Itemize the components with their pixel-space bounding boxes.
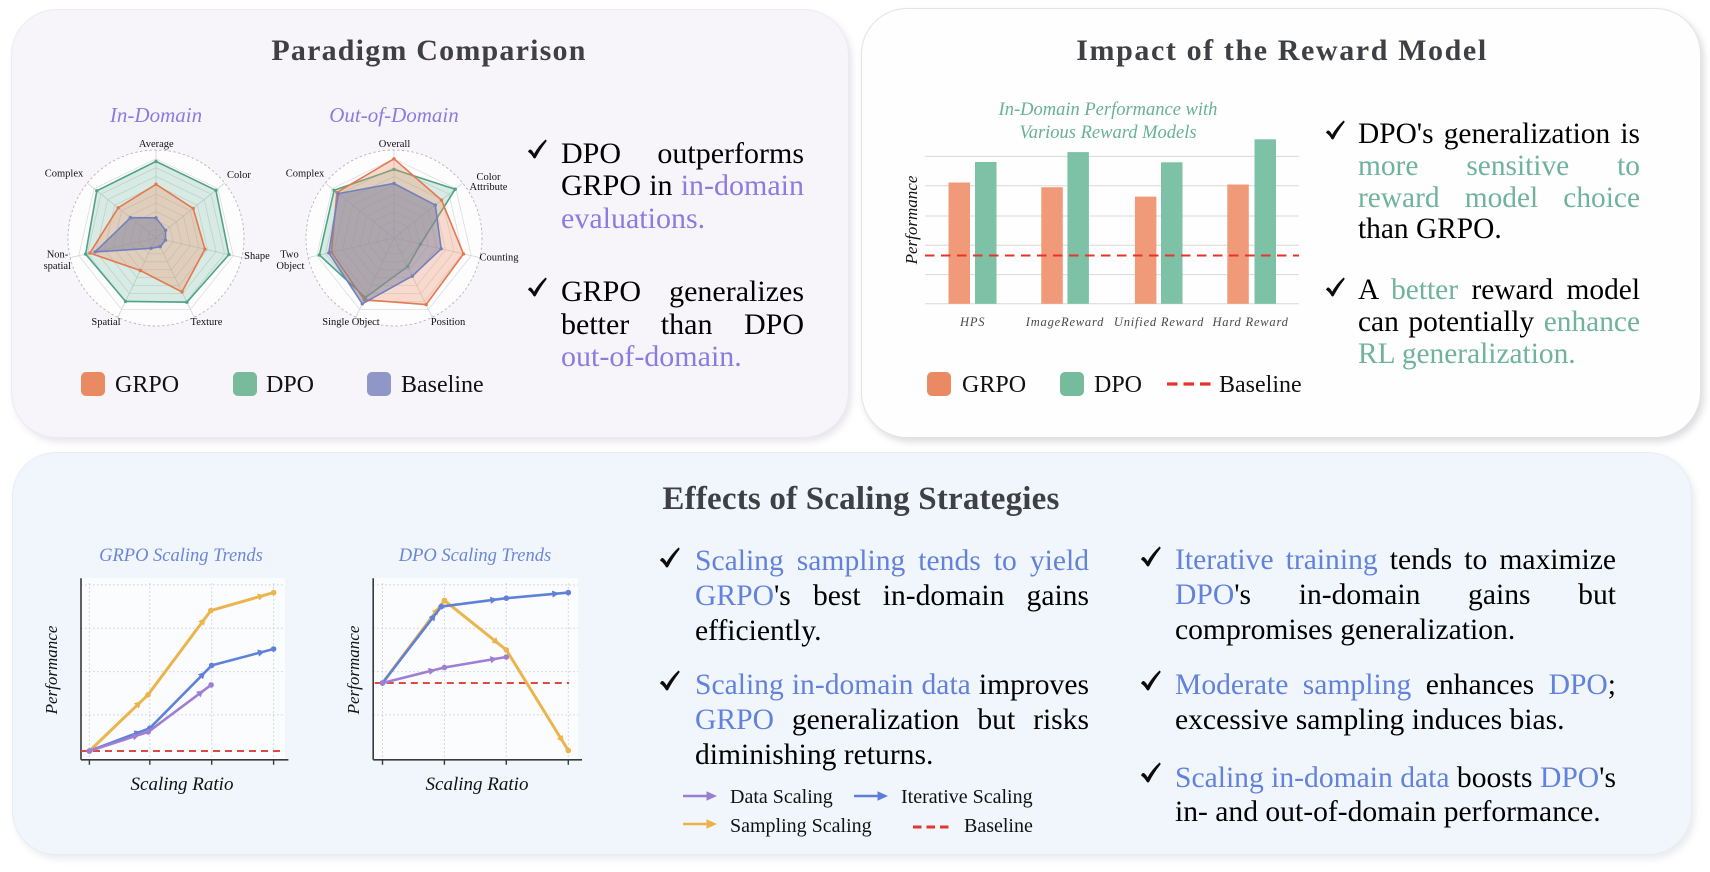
svg-text:Non-: Non- bbox=[47, 249, 69, 260]
svg-text:Position: Position bbox=[431, 317, 466, 328]
svg-text:Object: Object bbox=[276, 261, 304, 272]
svg-text:Counting: Counting bbox=[479, 253, 519, 264]
svg-text:Shape: Shape bbox=[244, 251, 270, 262]
svg-text:Color: Color bbox=[227, 170, 251, 181]
svg-text:Color: Color bbox=[477, 172, 501, 183]
svg-text:Attribute: Attribute bbox=[470, 182, 508, 193]
svg-text:Single Object: Single Object bbox=[322, 317, 380, 328]
svg-text:Overall: Overall bbox=[379, 139, 411, 150]
svg-text:Spatial: Spatial bbox=[91, 317, 120, 328]
svg-text:Two: Two bbox=[280, 249, 299, 260]
svg-text:Complex: Complex bbox=[45, 168, 84, 179]
svg-text:spatial: spatial bbox=[44, 261, 71, 272]
svg-text:Texture: Texture bbox=[191, 317, 223, 328]
svg-text:Average: Average bbox=[139, 139, 174, 150]
svg-text:Complex: Complex bbox=[286, 168, 325, 179]
